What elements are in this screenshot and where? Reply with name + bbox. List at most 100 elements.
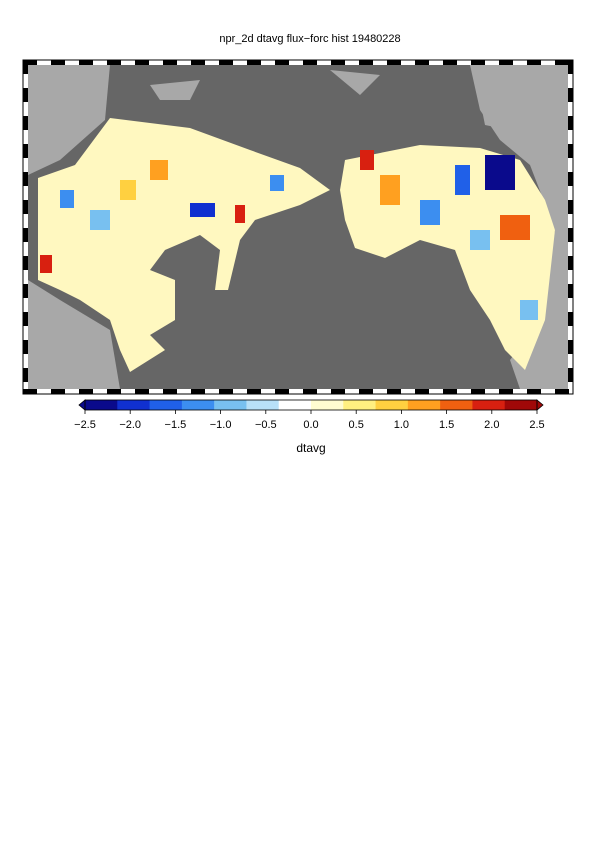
frame-dash <box>568 88 573 102</box>
colorbar-tick-label: −1.5 <box>165 419 187 431</box>
map <box>22 59 574 395</box>
colorbar-tick-label: 1.5 <box>439 419 454 431</box>
colorbar-segment <box>246 400 280 410</box>
colorbar-segment <box>343 400 377 410</box>
frame-dash <box>191 60 205 65</box>
colorbar-end <box>78 399 86 411</box>
frame-dash <box>568 284 573 298</box>
frame-dash <box>23 340 28 354</box>
frame-dash <box>471 389 485 394</box>
frame-dash <box>568 144 573 158</box>
frame-dash <box>23 256 28 270</box>
frame-dash <box>568 256 573 270</box>
frame-dash <box>135 60 149 65</box>
frame-dash <box>163 389 177 394</box>
colorbar-label: dtavg <box>296 441 325 455</box>
colorbar-segment <box>504 400 538 410</box>
frame-dash <box>568 340 573 354</box>
frame-ticks <box>23 60 573 394</box>
frame-dash <box>163 60 177 65</box>
frame-dash <box>359 389 373 394</box>
frame-dash <box>499 60 513 65</box>
colorbar-segment <box>311 400 344 410</box>
frame-dash <box>247 389 261 394</box>
field-patches <box>40 150 538 320</box>
frame-dash <box>387 60 401 65</box>
frame-dash <box>23 228 28 242</box>
frame-dash <box>387 389 401 394</box>
frame-dash <box>107 389 121 394</box>
frame-dash <box>568 312 573 326</box>
frame-dash <box>79 60 93 65</box>
frame-dash <box>499 389 513 394</box>
frame-dash <box>23 172 28 186</box>
frame-dash <box>443 389 457 394</box>
frame-dash <box>275 389 289 394</box>
colorbar-segment <box>472 400 506 410</box>
colorbar-tick-label: 0.0 <box>303 419 318 431</box>
colorbar-tick-label: 1.0 <box>394 419 409 431</box>
frame-dash <box>247 60 261 65</box>
frame-dash <box>527 60 541 65</box>
frame-dash <box>23 389 37 394</box>
frame-dash <box>303 60 317 65</box>
colorbar-segment <box>407 400 441 410</box>
frame-dash <box>568 172 573 186</box>
frame-dash <box>555 60 569 65</box>
frame-dash <box>23 116 28 130</box>
frame-dash <box>415 389 429 394</box>
frame-dash <box>275 60 289 65</box>
frame-dash <box>51 389 65 394</box>
colorbar-segment <box>149 400 183 410</box>
colorbar-segment <box>181 400 215 410</box>
colorbar-segment <box>85 400 118 410</box>
frame-dash <box>135 389 149 394</box>
colorbar-segment <box>375 400 409 410</box>
colorbar-tick-label: −1.0 <box>210 419 232 431</box>
frame-dash <box>443 60 457 65</box>
frame-dash <box>23 144 28 158</box>
land-asia <box>28 65 120 389</box>
frame-dash <box>23 88 28 102</box>
frame-dash <box>359 60 373 65</box>
colorbar-tick-label: 2.0 <box>484 419 499 431</box>
frame-dash <box>79 389 93 394</box>
colorbar-tick-label: −2.5 <box>74 419 96 431</box>
frame-dash <box>331 60 345 65</box>
frame-dash <box>527 389 541 394</box>
frame-dash <box>23 284 28 298</box>
frame-dash <box>568 368 573 382</box>
frame-dash <box>23 200 28 214</box>
field-asia <box>38 118 330 372</box>
colorbar-tick-label: 2.5 <box>529 419 544 431</box>
frame-dash <box>415 60 429 65</box>
frame-dash <box>568 60 573 74</box>
frame-dash <box>555 389 569 394</box>
frame-dash <box>568 200 573 214</box>
colorbar-tick-label: −0.5 <box>255 419 277 431</box>
colorbar-segment <box>117 400 151 410</box>
colorbar-segment <box>440 400 473 410</box>
frame-dash <box>331 389 345 394</box>
colorbar-segment <box>214 400 247 410</box>
frame-dash <box>23 60 37 65</box>
map-title: npr_2d dtavg flux−forc hist 19480228 <box>219 33 400 45</box>
frame-dash <box>107 60 121 65</box>
frame-dash <box>51 60 65 65</box>
frame-dash <box>219 60 233 65</box>
frame-dash <box>303 389 317 394</box>
frame-dash <box>23 312 28 326</box>
colorbar-tick-label: −2.0 <box>119 419 141 431</box>
frame-dash <box>568 228 573 242</box>
frame-dash <box>191 389 205 394</box>
colorbar-end <box>536 399 544 411</box>
frame-dash <box>568 116 573 130</box>
frame-dash <box>471 60 485 65</box>
colorbar-segment <box>278 400 312 410</box>
frame-dash <box>219 389 233 394</box>
colorbar: −2.5 −2.0 −1.5 −1.0 −0.5 0.0 0.5 1.0 1.5 2.0 2.5 <box>74 399 545 431</box>
frame-dash <box>23 60 28 74</box>
colorbar-tick-label: 0.5 <box>349 419 364 431</box>
